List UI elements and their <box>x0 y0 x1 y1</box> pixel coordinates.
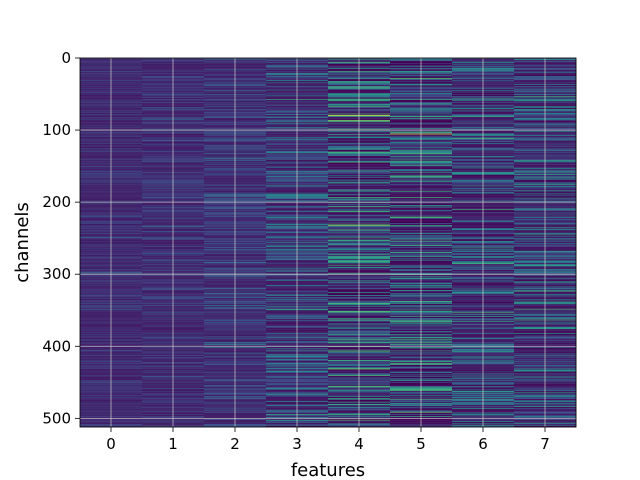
y-tick-label: 500 <box>42 409 71 427</box>
x-tick-label: 1 <box>168 435 178 453</box>
x-tick-label: 3 <box>292 435 302 453</box>
x-tick-label: 0 <box>106 435 116 453</box>
y-tick-label: 100 <box>42 121 71 139</box>
x-axis-ticks: 0 1 2 3 4 5 6 7 <box>106 427 550 453</box>
x-axis-label: features <box>291 460 365 480</box>
x-tick-label: 2 <box>230 435 240 453</box>
y-tick-label: 200 <box>42 193 71 211</box>
plot-frame <box>79 57 577 428</box>
x-tick-label: 4 <box>354 435 364 453</box>
x-tick-label: 7 <box>540 435 550 453</box>
y-axis-label: channels <box>12 202 33 283</box>
x-tick-label: 5 <box>416 435 426 453</box>
y-tick-label: 400 <box>42 337 71 355</box>
heatmap-cells <box>80 58 577 428</box>
y-axis-ticks: 0 100 200 300 400 500 <box>42 49 80 427</box>
x-tick-label: 6 <box>478 435 488 453</box>
y-tick-label: 300 <box>42 265 71 283</box>
y-tick-label: 0 <box>61 49 71 67</box>
grid-lines <box>80 57 576 427</box>
